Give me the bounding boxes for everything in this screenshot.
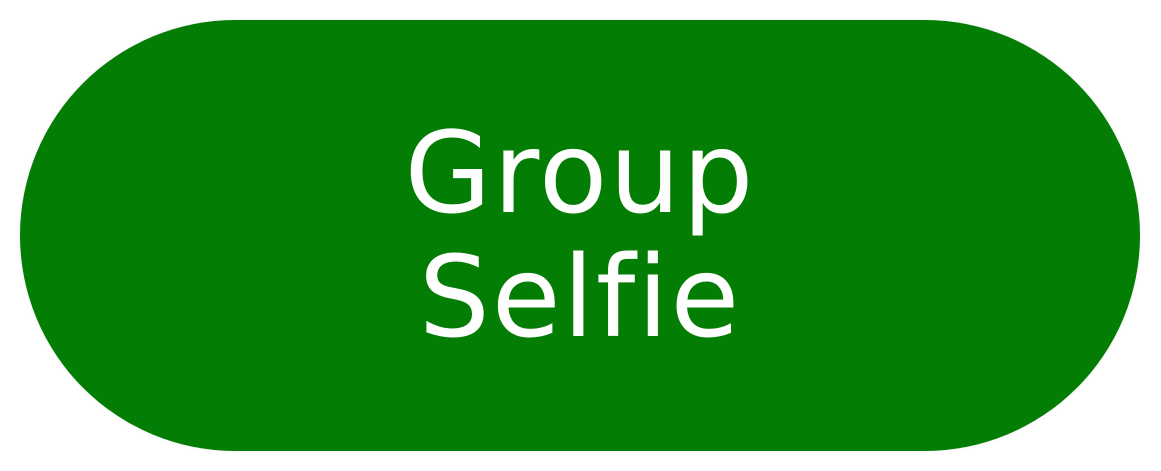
group-selfie-button[interactable]: Group Selfie <box>20 20 1140 451</box>
button-label-line-1: Group <box>404 108 756 239</box>
button-label-line-2: Selfie <box>418 232 742 363</box>
